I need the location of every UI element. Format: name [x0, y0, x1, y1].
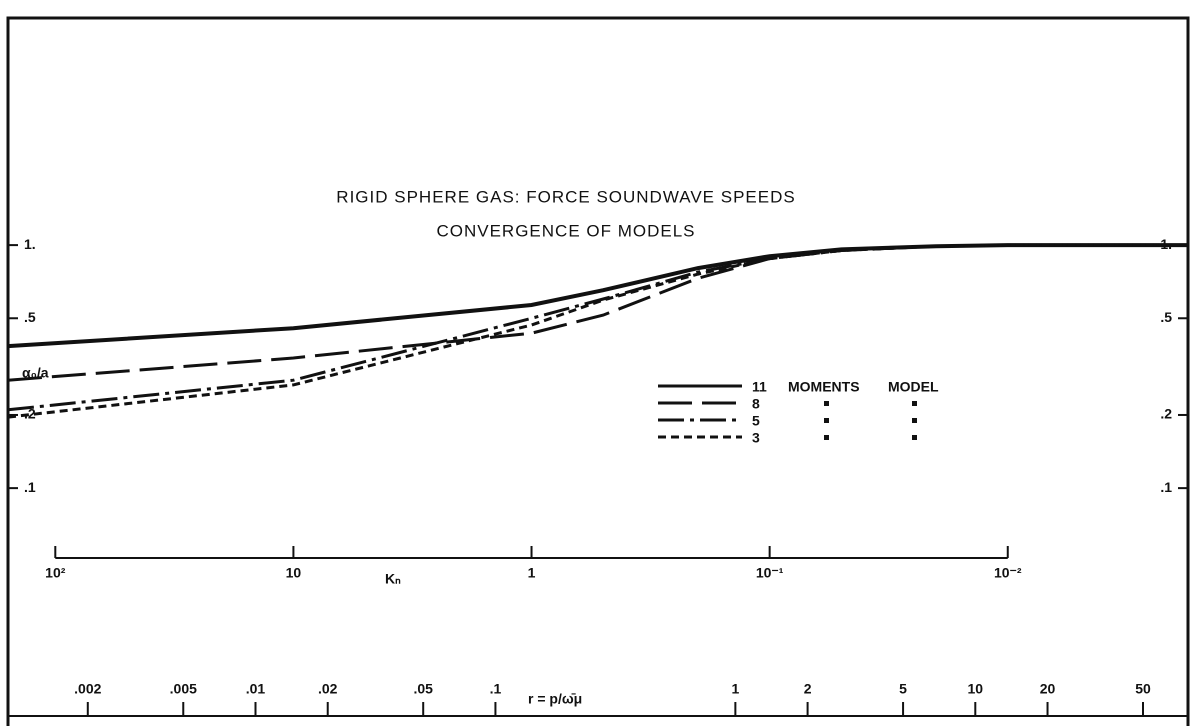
ditto-mark: [912, 401, 917, 406]
y-tick-label: .5: [24, 309, 36, 325]
x2-tick-label: .005: [170, 681, 197, 697]
x-tick-label: 10²: [45, 565, 66, 581]
x-tick-label: 10⁻²: [994, 565, 1022, 581]
frame: [6, 16, 1190, 726]
x2-tick-label: .1: [490, 681, 502, 697]
y-tick-label: 1.: [24, 236, 36, 252]
ditto-mark: [912, 418, 917, 423]
x2-tick-label: .01: [246, 681, 266, 697]
x-tick-label: 10: [286, 565, 302, 581]
legend-label: 11: [752, 379, 767, 395]
y-tick-label: .2: [24, 406, 36, 422]
x2-tick-label: 20: [1040, 681, 1056, 697]
y-tick-label: .1: [24, 479, 36, 495]
x2-tick-label: .05: [413, 681, 433, 697]
ditto-mark: [912, 435, 917, 440]
legend-label: 8: [752, 396, 760, 412]
x-axis-label: Kₙ: [385, 571, 401, 587]
ditto-mark: [824, 435, 829, 440]
legend-word: MOMENTS: [788, 379, 860, 395]
series-line: [7, 243, 1188, 382]
series-line: [7, 243, 1188, 419]
x2-tick-label: 5: [899, 681, 907, 697]
x2-tick-label: 1: [731, 681, 739, 697]
x2-tick-label: .002: [74, 681, 101, 697]
legend-label: 3: [752, 430, 760, 446]
x2-axis-label: r = p/ω̄μ: [528, 691, 582, 707]
series-line: [7, 243, 1188, 349]
x2-tick-label: 50: [1135, 681, 1151, 697]
x2-tick-label: .02: [318, 681, 338, 697]
y-tick-label-right: .2: [1160, 406, 1172, 422]
x-tick-label: 1: [528, 565, 536, 581]
x-tick-label: 10⁻¹: [756, 565, 784, 581]
chart-subtitle: CONVERGENCE OF MODELS: [436, 221, 695, 240]
y-tick-label-right: .1: [1160, 479, 1172, 495]
legend-label: 5: [752, 413, 760, 429]
y-axis-label: α₀/a: [22, 365, 49, 381]
ditto-mark: [824, 401, 829, 406]
chart-title: RIGID SPHERE GAS: FORCE SOUNDWAVE SPEEDS: [336, 187, 795, 206]
y-tick-label-right: .5: [1160, 309, 1172, 325]
x2-tick-label: 10: [968, 681, 984, 697]
ditto-mark: [824, 418, 829, 423]
x2-tick-label: 2: [804, 681, 812, 697]
series-line: [7, 243, 1188, 412]
legend-word: MODEL: [888, 379, 939, 395]
